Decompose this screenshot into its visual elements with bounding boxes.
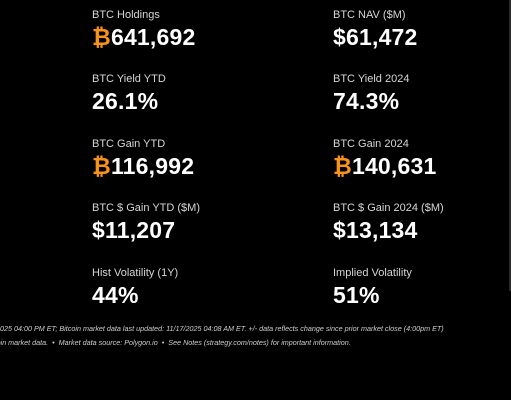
metric-value: 26.1% xyxy=(92,88,159,114)
metric-value: 44% xyxy=(92,282,139,308)
metric-label: BTC Holdings xyxy=(92,9,160,21)
bullet-separator-icon: • xyxy=(52,338,55,347)
footer-note-data-source: Market data source: Polygon.io xyxy=(58,338,158,347)
metric-value: 51% xyxy=(333,282,380,308)
metric-value: ₿140,631 xyxy=(333,152,437,180)
metric-label: BTC $ Gain 2024 ($M) xyxy=(333,202,444,214)
footer-disclaimer-line-2: coin market data.•Market data source: Po… xyxy=(0,338,504,348)
metric-label: BTC Yield YTD xyxy=(92,73,166,85)
metric-value: ₿641,692 xyxy=(92,23,196,51)
bitcoin-symbol-icon: ₿ xyxy=(333,153,352,179)
metric-value-number: 641,692 xyxy=(110,24,196,50)
scroll-edge-divider xyxy=(509,0,511,291)
metric-label: Hist Volatility (1Y) xyxy=(92,267,179,279)
footer-disclaimer-line-1: /2025 04:00 PM ET; Bitcoin market data l… xyxy=(0,324,444,333)
metric-label: BTC Gain YTD xyxy=(92,138,166,150)
metric-label: BTC NAV ($M) xyxy=(333,9,406,21)
metric-value: $61,472 xyxy=(333,24,418,50)
metric-label: BTC Yield 2024 xyxy=(333,73,410,85)
metric-label: Implied Volatility xyxy=(333,267,412,279)
bitcoin-symbol-icon: ₿ xyxy=(92,24,111,50)
metric-value-number: 116,992 xyxy=(110,153,195,179)
metric-value: 74.3% xyxy=(333,88,400,114)
bitcoin-symbol-icon: ₿ xyxy=(92,153,111,179)
metrics-grid: BTC Holdings ₿641,692 BTC NAV ($M) $61,4… xyxy=(92,9,444,308)
metric-value: $13,134 xyxy=(333,217,418,243)
metric-label: BTC Gain 2024 xyxy=(333,138,409,150)
metric-label: BTC $ Gain YTD ($M) xyxy=(92,202,200,214)
metric-value-number: 140,631 xyxy=(351,153,437,179)
metric-value: $11,207 xyxy=(92,217,176,243)
footer-note-market-data: coin market data. xyxy=(0,338,49,347)
metric-value: ₿116,992 xyxy=(92,152,194,180)
bullet-separator-icon: • xyxy=(161,338,165,347)
footer-notes-link[interactable]: See Notes (strategy.com/notes) for impor… xyxy=(168,338,351,347)
